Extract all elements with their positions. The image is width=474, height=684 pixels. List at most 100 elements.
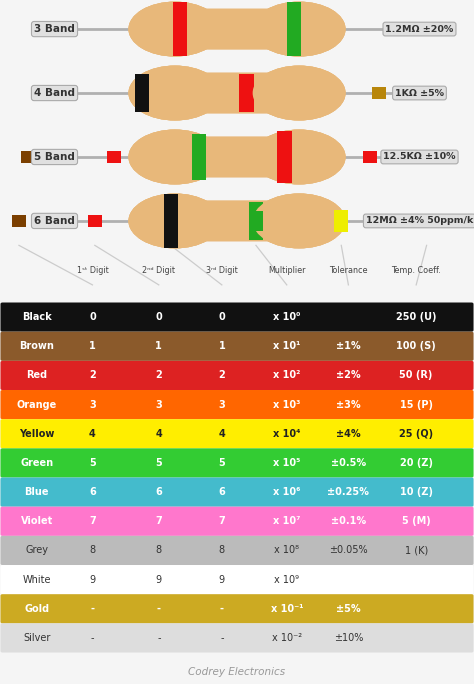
Text: 50 (R): 50 (R) (400, 371, 433, 380)
Text: -: - (157, 604, 161, 614)
Text: x 10⁸: x 10⁸ (274, 545, 299, 555)
Text: 25 (Q): 25 (Q) (399, 429, 433, 438)
Text: ±0.1%: ±0.1% (331, 516, 366, 526)
Ellipse shape (128, 129, 221, 185)
Text: -: - (157, 633, 161, 643)
FancyBboxPatch shape (152, 200, 322, 241)
Ellipse shape (253, 66, 346, 120)
FancyBboxPatch shape (0, 623, 474, 653)
Text: Green: Green (20, 458, 53, 468)
Bar (164, 194, 178, 248)
Bar (173, 2, 187, 56)
Bar (372, 87, 386, 99)
Bar (164, 200, 178, 241)
Text: x 10⁻¹: x 10⁻¹ (271, 604, 303, 614)
Text: Tolerance: Tolerance (329, 266, 368, 275)
Text: 1 (K): 1 (K) (404, 545, 428, 555)
Text: 9: 9 (156, 575, 162, 585)
FancyBboxPatch shape (0, 477, 474, 507)
Text: 15 (P): 15 (P) (400, 399, 433, 410)
Bar (249, 211, 263, 231)
Bar (21, 151, 36, 163)
Ellipse shape (253, 1, 346, 57)
Text: -: - (220, 604, 224, 614)
Text: 4: 4 (219, 429, 225, 438)
FancyBboxPatch shape (0, 507, 474, 536)
Text: 1: 1 (155, 341, 162, 352)
Bar (31, 87, 45, 99)
Ellipse shape (253, 66, 346, 120)
Text: ±4%: ±4% (336, 429, 361, 438)
Text: 2: 2 (219, 371, 225, 380)
Bar (158, 137, 316, 177)
Ellipse shape (128, 66, 221, 120)
Text: -: - (91, 604, 94, 614)
FancyBboxPatch shape (152, 200, 322, 241)
FancyBboxPatch shape (152, 137, 322, 177)
FancyBboxPatch shape (152, 9, 322, 49)
Text: 2: 2 (89, 371, 96, 380)
Ellipse shape (253, 129, 346, 185)
Text: 7: 7 (89, 516, 96, 526)
Text: ±5%: ±5% (336, 604, 361, 614)
Text: 7: 7 (219, 516, 225, 526)
Text: 8: 8 (219, 545, 225, 555)
Bar (239, 74, 254, 112)
Ellipse shape (128, 129, 221, 185)
FancyBboxPatch shape (0, 536, 474, 565)
FancyBboxPatch shape (0, 419, 474, 448)
Text: Black: Black (22, 312, 52, 322)
Ellipse shape (253, 1, 346, 57)
Text: Silver: Silver (23, 633, 50, 643)
Text: 3 Band: 3 Band (34, 24, 75, 34)
Text: 250 (U): 250 (U) (396, 312, 437, 322)
Text: 4: 4 (89, 429, 96, 438)
FancyBboxPatch shape (152, 137, 322, 177)
Text: 9: 9 (219, 575, 225, 585)
Text: Temp. Coeff.: Temp. Coeff. (392, 266, 441, 275)
Text: x 10¹: x 10¹ (273, 341, 301, 352)
Text: 6: 6 (155, 487, 162, 497)
Text: 5: 5 (89, 458, 96, 468)
Text: 3ʳᵈ Digit: 3ʳᵈ Digit (206, 266, 237, 275)
Text: x 10⁹: x 10⁹ (274, 575, 299, 585)
Text: 1: 1 (219, 341, 225, 352)
Text: 4: 4 (155, 429, 162, 438)
Text: 5: 5 (155, 458, 162, 468)
FancyBboxPatch shape (0, 302, 474, 332)
Text: -: - (91, 633, 94, 643)
FancyBboxPatch shape (0, 565, 474, 594)
Text: 6 Band: 6 Band (34, 216, 75, 226)
FancyBboxPatch shape (0, 332, 474, 361)
FancyBboxPatch shape (152, 73, 322, 114)
Ellipse shape (253, 129, 346, 185)
Text: ±1%: ±1% (336, 341, 361, 352)
Text: 20 (Z): 20 (Z) (400, 458, 433, 468)
Ellipse shape (128, 1, 221, 57)
Text: 4 Band: 4 Band (34, 88, 75, 98)
Text: 1.2MΩ ±20%: 1.2MΩ ±20% (385, 25, 454, 34)
Bar (287, 2, 301, 56)
Bar (192, 137, 206, 176)
Text: 0: 0 (155, 312, 162, 322)
Text: x 10⁰: x 10⁰ (273, 312, 301, 322)
Text: 6: 6 (219, 487, 225, 497)
Ellipse shape (128, 194, 221, 248)
Bar (277, 131, 292, 183)
Text: 1ˢᵗ Digit: 1ˢᵗ Digit (77, 266, 108, 275)
FancyBboxPatch shape (152, 73, 322, 114)
Text: Grey: Grey (25, 545, 48, 555)
Bar (173, 10, 187, 49)
Text: 12MΩ ±4% 50ppm/k: 12MΩ ±4% 50ppm/k (366, 216, 473, 226)
Ellipse shape (253, 194, 346, 248)
Text: x 10⁵: x 10⁵ (273, 458, 301, 468)
Ellipse shape (128, 129, 221, 185)
Text: x 10⁴: x 10⁴ (273, 429, 301, 438)
FancyBboxPatch shape (0, 448, 474, 477)
Ellipse shape (253, 194, 346, 248)
FancyBboxPatch shape (0, 594, 474, 623)
Bar (158, 200, 316, 241)
Text: ±3%: ±3% (336, 399, 361, 410)
Text: 3: 3 (219, 399, 225, 410)
Bar (287, 10, 301, 49)
